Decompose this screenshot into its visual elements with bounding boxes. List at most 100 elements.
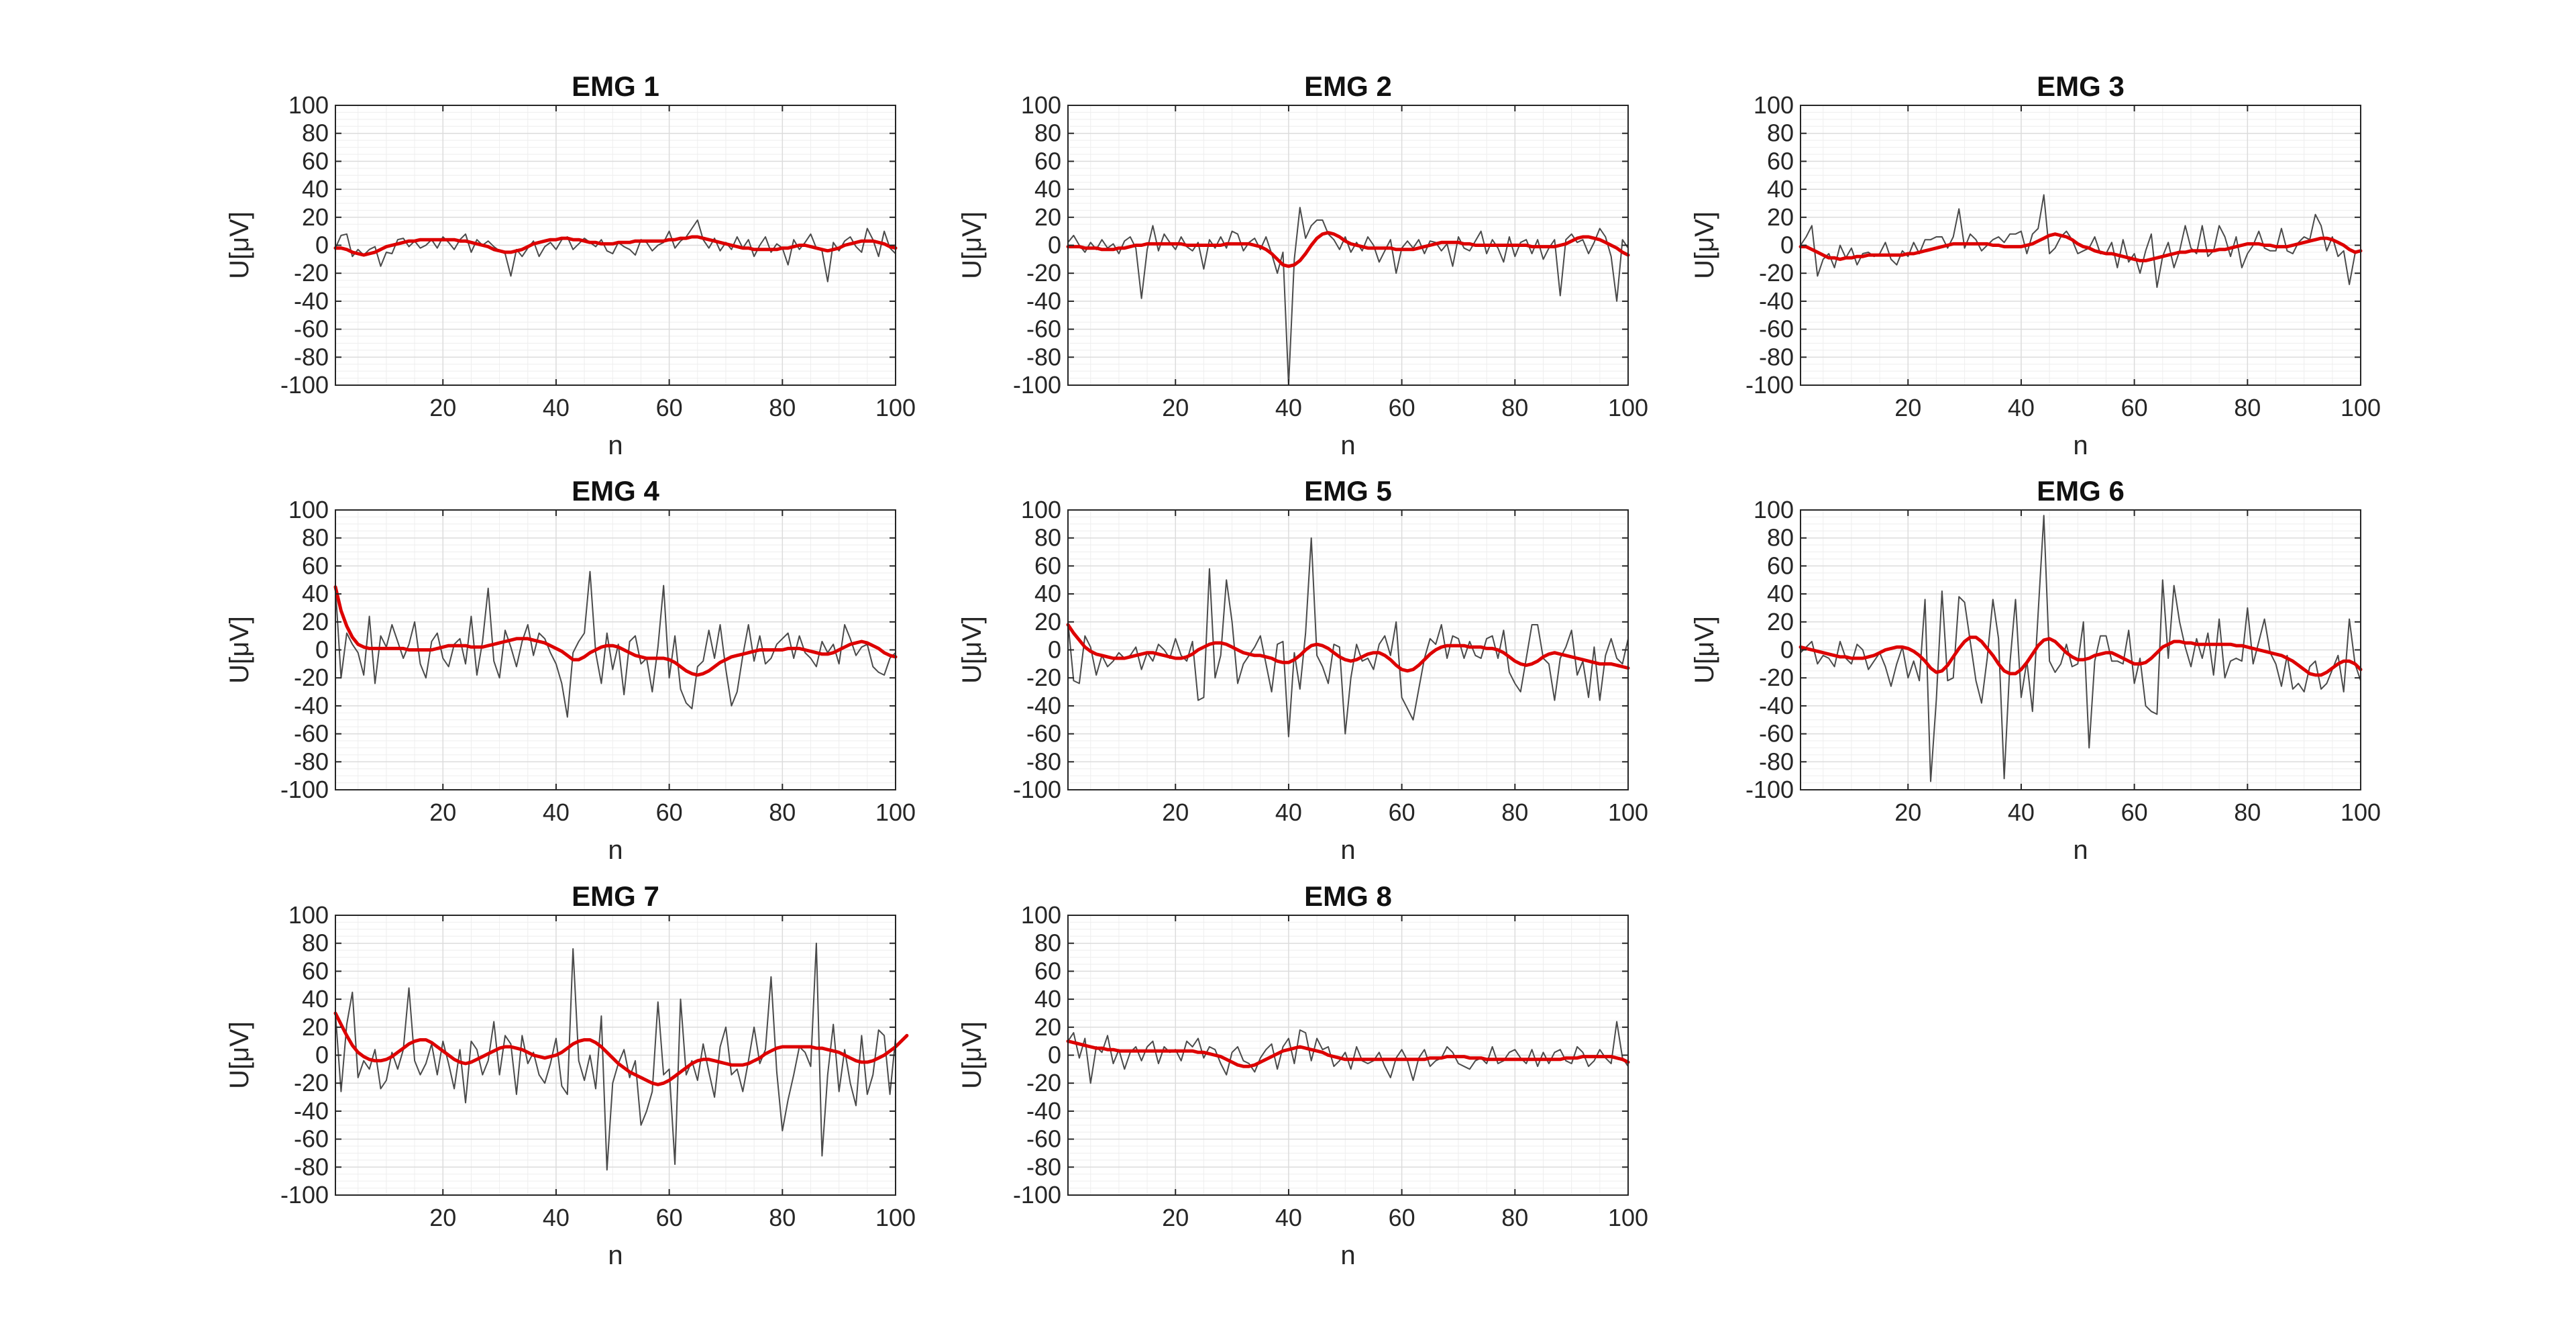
- raw-signal-line: [1067, 537, 1629, 737]
- x-tick-label: 20: [1894, 799, 1921, 826]
- y-tick-label: -80: [294, 343, 329, 370]
- y-tick-label: -20: [1759, 664, 1794, 691]
- y-tick-label: 0: [1048, 636, 1061, 664]
- raw-signal-line: [335, 570, 896, 718]
- x-axis-label: n: [1340, 431, 1355, 460]
- y-tick-label: 0: [315, 636, 329, 664]
- smoothed-signal-line: [1066, 1039, 1630, 1068]
- y-tick-label: 40: [1034, 175, 1061, 203]
- x-tick-label: 20: [429, 394, 456, 421]
- subplot-title: EMG 1: [572, 70, 659, 102]
- x-tick-label: 40: [1275, 1204, 1302, 1231]
- y-tick-label: 60: [1034, 957, 1061, 984]
- y-tick-label: 0: [315, 1041, 329, 1069]
- y-axis-label: U[μV]: [225, 211, 254, 279]
- y-tick-label: 60: [302, 147, 329, 174]
- y-tick-label: 0: [1780, 636, 1794, 664]
- y-tick-label: 100: [288, 901, 329, 929]
- y-tick-label: 80: [1767, 119, 1794, 147]
- y-tick-label: 40: [1767, 580, 1794, 607]
- x-tick-label: 80: [1501, 799, 1528, 826]
- x-axis-label: n: [1340, 1241, 1355, 1270]
- x-axis-label: n: [608, 835, 623, 865]
- y-tick-label: -80: [1026, 1153, 1061, 1180]
- y-tick-label: 80: [1034, 929, 1061, 957]
- raw-signal-line: [1800, 515, 2361, 782]
- x-tick-label: 80: [769, 1204, 796, 1231]
- y-tick-label: 80: [302, 524, 329, 552]
- x-tick-label: 100: [875, 1204, 916, 1231]
- x-tick-label: 60: [1389, 799, 1415, 826]
- x-axis-label: n: [608, 1241, 623, 1270]
- y-tick-label: -60: [294, 315, 329, 343]
- y-tick-label: 20: [302, 203, 329, 231]
- y-tick-label: 40: [1034, 985, 1061, 1013]
- y-tick-label: -60: [1026, 315, 1061, 343]
- y-tick-label: 80: [1767, 524, 1794, 552]
- y-tick-label: 40: [302, 985, 329, 1013]
- x-tick-label: 20: [429, 1204, 456, 1231]
- x-tick-label: 20: [1162, 799, 1189, 826]
- y-tick-label: 0: [1780, 232, 1794, 259]
- x-tick-label: 40: [543, 799, 570, 826]
- y-tick-label: 60: [1767, 147, 1794, 174]
- y-tick-label: 40: [302, 580, 329, 607]
- y-tick-label: 80: [1034, 524, 1061, 552]
- y-tick-label: 20: [302, 1013, 329, 1041]
- y-tick-label: -100: [280, 371, 329, 399]
- y-tick-label: -80: [1759, 748, 1794, 775]
- x-tick-label: 80: [769, 799, 796, 826]
- y-tick-label: 40: [302, 175, 329, 203]
- y-tick-label: -20: [294, 259, 329, 287]
- y-tick-label: 100: [1021, 91, 1061, 119]
- x-tick-label: 100: [1608, 799, 1648, 826]
- y-tick-label: -80: [1026, 748, 1061, 775]
- y-tick-label: 40: [1034, 580, 1061, 607]
- y-tick-label: 20: [1767, 203, 1794, 231]
- y-tick-label: 0: [1048, 232, 1061, 259]
- x-tick-label: 20: [1162, 1204, 1189, 1231]
- y-tick-label: -100: [280, 776, 329, 803]
- y-tick-label: -100: [280, 1181, 329, 1209]
- y-tick-label: 20: [1034, 1013, 1061, 1041]
- x-tick-label: 40: [2008, 394, 2035, 421]
- x-tick-label: 40: [2008, 799, 2035, 826]
- y-axis-label: U[μV]: [957, 616, 987, 684]
- y-tick-label: -100: [1013, 776, 1061, 803]
- y-tick-label: 100: [288, 496, 329, 523]
- y-tick-label: 100: [1021, 496, 1061, 523]
- y-axis-label: U[μV]: [1690, 211, 1719, 279]
- x-tick-label: 100: [875, 799, 916, 826]
- subplot-title: EMG 6: [2037, 475, 2125, 507]
- y-tick-label: -40: [294, 692, 329, 719]
- x-axis-label: n: [1340, 835, 1355, 865]
- smoothed-signal-line: [333, 585, 898, 677]
- y-tick-label: 100: [1754, 496, 1794, 523]
- y-axis-label: U[μV]: [957, 1021, 987, 1089]
- raw-signal-line: [335, 942, 896, 1171]
- y-tick-label: -40: [1026, 692, 1061, 719]
- raw-signal-line: [1800, 194, 2361, 289]
- subplot-title: EMG 7: [572, 880, 659, 912]
- x-tick-label: 60: [2121, 394, 2148, 421]
- y-tick-label: -60: [1759, 720, 1794, 748]
- subplot-title: EMG 3: [2037, 70, 2125, 102]
- y-tick-label: 40: [1767, 175, 1794, 203]
- y-tick-label: -20: [294, 1069, 329, 1096]
- y-tick-label: -80: [294, 1153, 329, 1180]
- x-axis-label: n: [608, 431, 623, 460]
- y-tick-label: 100: [1754, 91, 1794, 119]
- y-tick-label: -80: [1026, 343, 1061, 370]
- y-tick-label: 0: [1048, 1041, 1061, 1069]
- y-tick-label: -80: [294, 748, 329, 775]
- y-tick-label: -20: [1026, 664, 1061, 691]
- y-tick-label: -100: [1013, 1181, 1061, 1209]
- x-tick-label: 60: [656, 1204, 683, 1231]
